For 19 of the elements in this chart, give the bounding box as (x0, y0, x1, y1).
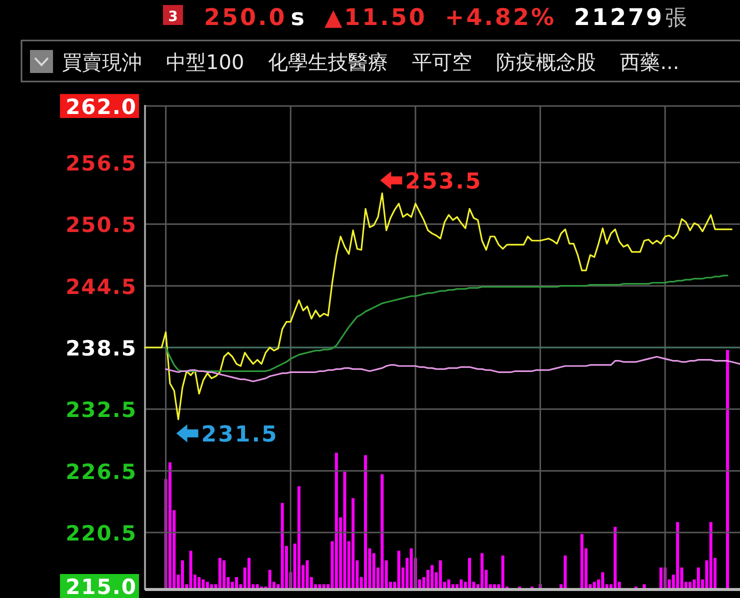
text: 張 (665, 6, 688, 31)
y-tick-label: 220.5 (66, 521, 137, 546)
text: 21279 (574, 5, 664, 31)
text: +4.82% (444, 5, 556, 31)
y-tick-label: 232.5 (66, 398, 137, 422)
annotation: 253.5 (405, 169, 482, 194)
y-tick-label: 256.5 (66, 152, 137, 176)
y-tick-label: 226.5 (66, 460, 137, 484)
y-tick-label: 244.5 (66, 274, 137, 299)
y-tick-label: 215.0 (66, 575, 137, 598)
y-tick-label: 238.5 (66, 336, 137, 360)
y-tick-label: 250.5 (66, 213, 137, 238)
text: s (290, 5, 304, 31)
text: 250.0 (204, 5, 287, 31)
badge: 3 (163, 5, 183, 25)
annotation: 231.5 (201, 422, 278, 448)
text: ▲11.50 (324, 5, 427, 31)
y-tick-label: 262.0 (66, 95, 137, 119)
text: 買賣現沖 中型100 化學生技醫療 平可空 防疫概念股 西藥... (62, 50, 680, 74)
